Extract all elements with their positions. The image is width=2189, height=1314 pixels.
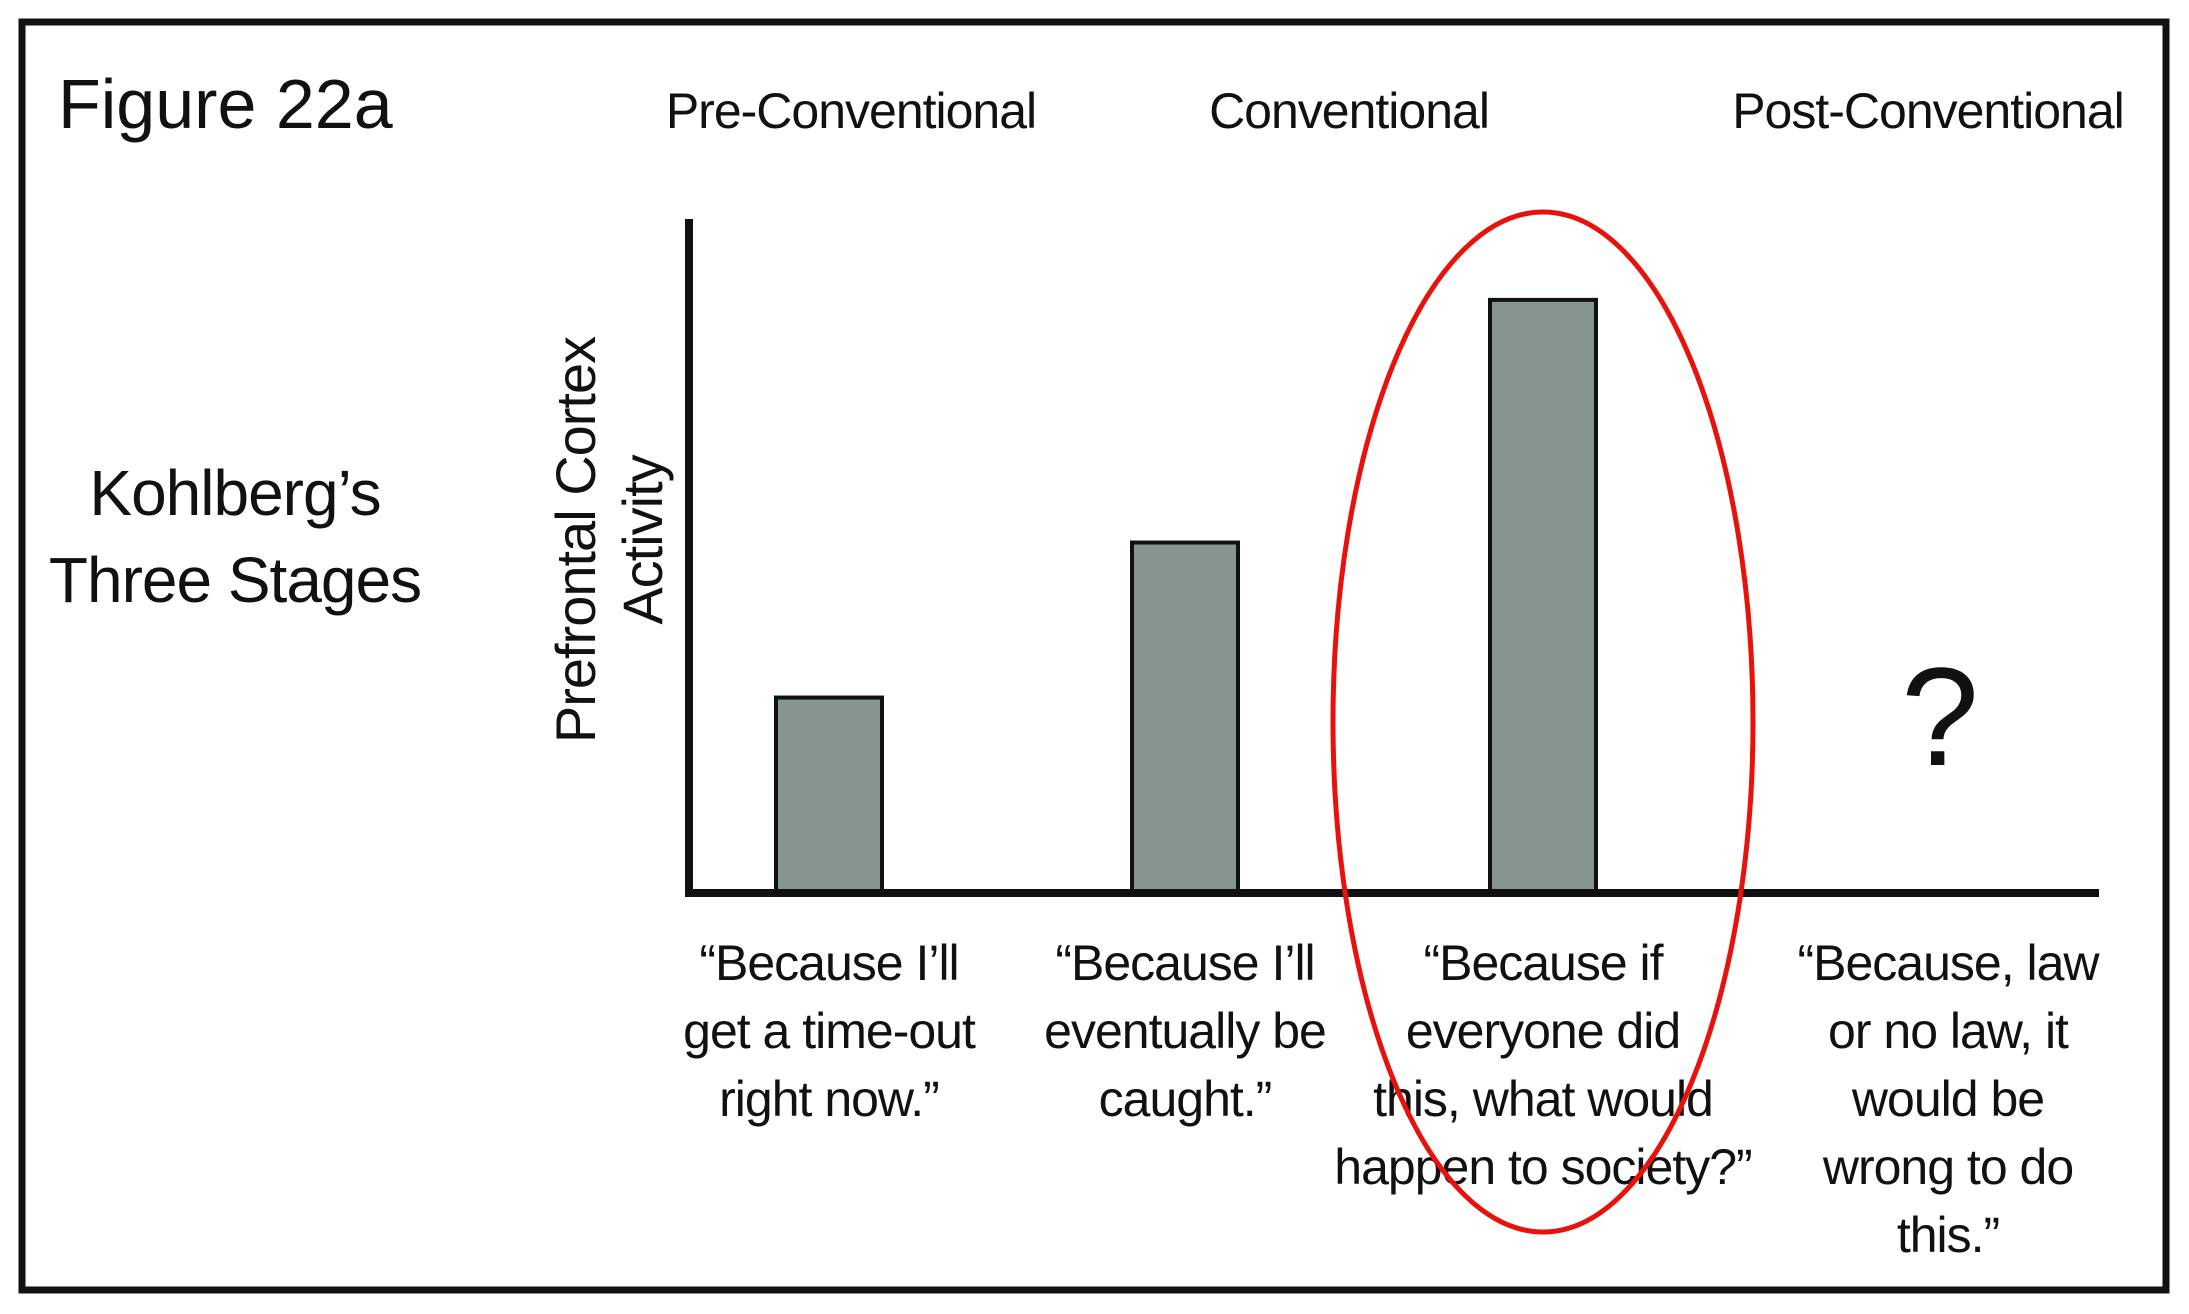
figure-border (18, 18, 2170, 1294)
x-tick-label-4-line-2: or no law, it (1828, 1003, 2069, 1059)
x-tick-label-3-line-2: everyone did (1406, 1003, 1680, 1059)
side-title-line-1: Kohlberg’s (89, 457, 380, 529)
x-tick-label-4-line-1: “Because, law (1797, 935, 2100, 991)
stage-header-conventional: Conventional (1209, 83, 1489, 139)
bar-1 (774, 695, 884, 895)
bar-3 (1488, 297, 1598, 895)
x-tick-label-2-line-2: eventually be (1044, 1003, 1326, 1059)
x-tick-label-3-line-3: this, what would (1373, 1071, 1713, 1127)
side-title-line-2: Three Stages (49, 544, 421, 616)
x-tick-label-3-line-4: happen to society?” (1334, 1139, 1751, 1195)
figure-label: Figure 22a (58, 65, 393, 143)
x-tick-label-1-line-3: right now.” (719, 1071, 939, 1127)
x-tick-label-4-line-3: would be (1851, 1071, 2044, 1127)
bar-2 (1130, 540, 1240, 896)
x-tick-label-3-line-1: “Because if (1423, 935, 1663, 991)
x-tick-label-1-line-1: “Because I’ll (699, 935, 958, 991)
x-tick-label-2-line-3: caught.” (1099, 1071, 1272, 1127)
x-tick-label-4-line-5: this.” (1897, 1207, 1999, 1263)
x-tick-label-4-line-4: wrong to do (1822, 1139, 2073, 1195)
stage-header-post-conventional: Post-Conventional (1732, 83, 2124, 139)
highlight-ellipse (1330, 209, 1756, 1235)
x-tick-label-1-line-2: get a time-out (683, 1003, 976, 1059)
y-axis-label-line-1: Prefrontal Cortex (544, 336, 607, 743)
y-axis-label-line-2: Activity (611, 454, 674, 624)
stage-header-pre-conventional: Pre-Conventional (666, 83, 1036, 139)
unknown-value-marker: ? (1901, 638, 1979, 795)
x-tick-label-2-line-1: “Because I’ll (1055, 935, 1314, 991)
